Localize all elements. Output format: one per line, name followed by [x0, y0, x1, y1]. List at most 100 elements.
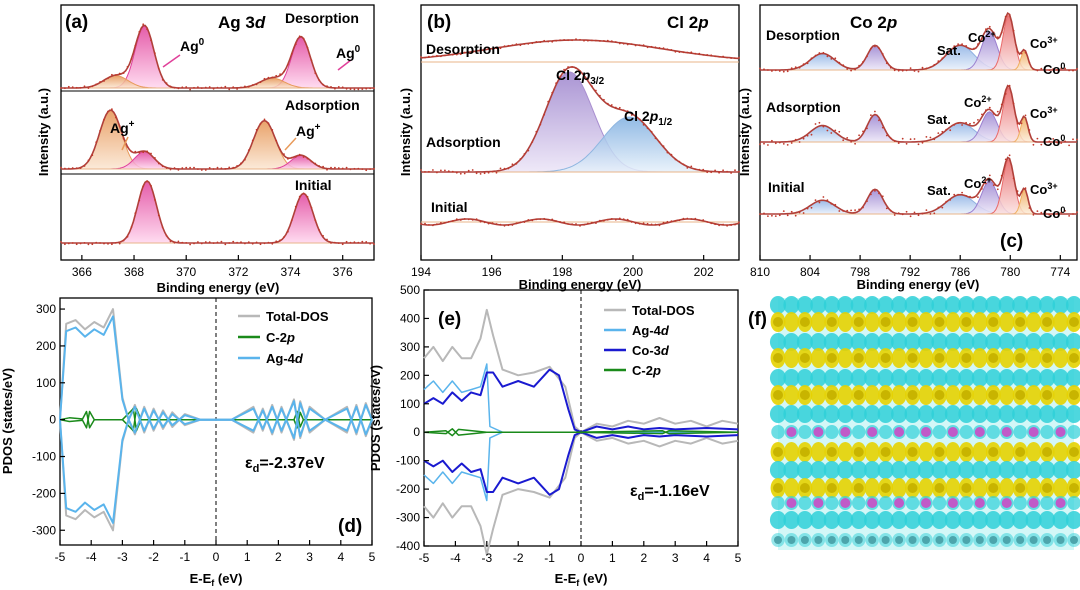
raw-data-point: [814, 199, 817, 202]
raw-data-point: [913, 138, 916, 140]
raw-data-point: [794, 138, 797, 141]
raw-data-point: [420, 56, 422, 58]
charge-depletion-lobe: [986, 533, 1000, 547]
raw-data-point: [988, 106, 991, 109]
raw-data-point: [1072, 138, 1074, 141]
raw-data-point: [822, 125, 825, 128]
raw-data-point: [606, 102, 609, 105]
raw-data-point: [909, 138, 912, 141]
charge-depletion-lobe: [1039, 405, 1056, 423]
raw-data-point: [603, 219, 605, 222]
raw-data-point: [1052, 68, 1055, 70]
x-ticks: -5 -4 -3 -2 -1 0 1 2 3 4 5: [419, 541, 742, 565]
raw-data-point: [567, 39, 569, 42]
charge-depletion-lobe: [958, 511, 975, 529]
raw-data-point: [866, 55, 868, 58]
raw-data-point: [204, 169, 207, 171]
raw-data-point: [79, 86, 82, 89]
raw-data-point: [251, 242, 254, 245]
raw-data-point: [599, 94, 601, 97]
raw-data-point: [973, 121, 975, 124]
raw-data-point: [802, 212, 805, 214]
raw-data-point: [973, 47, 975, 50]
charge-depletion-lobe: [878, 425, 893, 439]
y-tick-label: -200: [396, 482, 420, 496]
raw-data-point: [1008, 13, 1011, 16]
x-tick-label: 804: [800, 265, 820, 279]
charge-depletion-lobe: [971, 369, 988, 387]
raw-data-point: [830, 202, 833, 205]
raw-data-point: [579, 70, 581, 72]
raw-data-point: [1040, 143, 1043, 146]
raw-data-point: [996, 188, 999, 191]
raw-data-point: [424, 56, 426, 59]
raw-data-point: [575, 67, 577, 69]
raw-data-point: [658, 224, 661, 227]
raw-data-point: [778, 141, 781, 144]
raw-data-point: [830, 132, 833, 134]
raw-data-point: [459, 172, 462, 175]
raw-data-point: [858, 134, 860, 137]
raw-data-point: [444, 54, 446, 57]
charge-accumulation-lobe: [891, 442, 907, 462]
raw-data-point: [294, 156, 297, 158]
x-tick-label: -3: [481, 551, 492, 565]
d-band-center: εd=-1.16eV: [630, 483, 710, 503]
charge-accumulation-lobe: [918, 442, 934, 462]
atom: [840, 498, 851, 508]
raw-data-point: [905, 69, 908, 72]
raw-data-point: [314, 219, 317, 222]
raw-data-point: [111, 108, 113, 111]
raw-data-point: [60, 166, 62, 169]
raw-data-point: [463, 218, 466, 220]
x-tick-label: 4: [703, 551, 710, 565]
raw-data-point: [531, 219, 534, 222]
raw-data-point: [822, 51, 825, 54]
charge-depletion-lobe: [1025, 296, 1042, 314]
raw-data-point: [495, 223, 498, 225]
charge-depletion-lobe: [810, 296, 827, 314]
raw-data-point: [263, 118, 266, 121]
raw-data-point: [267, 122, 270, 125]
raw-data-point: [1008, 84, 1011, 87]
legend-label: Ag-4d: [266, 351, 304, 366]
raw-data-point: [240, 162, 242, 165]
raw-data-point: [678, 219, 681, 222]
charge-depletion-lobe: [769, 405, 787, 423]
row-label: Adsorption: [285, 97, 360, 113]
raw-data-point: [126, 66, 129, 68]
charge-accumulation-lobe: [945, 312, 961, 332]
charge-depletion-lobe: [837, 461, 854, 479]
raw-data-point: [921, 141, 924, 144]
charge-depletion-lobe: [1039, 333, 1056, 351]
raw-data-point: [571, 39, 573, 42]
raw-data-points: [60, 23, 375, 91]
raw-data-point: [444, 222, 446, 224]
charge-accumulation-lobe: [972, 442, 988, 462]
raw-data-point: [933, 138, 936, 141]
raw-data-point: [515, 162, 518, 165]
charge-depletion-lobe: [986, 496, 1000, 510]
charge-depletion-lobe: [771, 425, 785, 439]
charge-depletion-lobe: [932, 496, 947, 510]
raw-data-point: [444, 169, 446, 172]
raw-data-point: [428, 224, 430, 226]
charge-depletion-lobe: [932, 533, 947, 547]
panel-tag: (d): [338, 516, 362, 537]
charge-depletion-lobe: [971, 296, 988, 314]
raw-data-point: [674, 50, 677, 53]
raw-data-point: [1052, 213, 1055, 216]
raw-data-point: [107, 243, 109, 245]
raw-data-point: [511, 163, 514, 166]
raw-data-point: [337, 167, 340, 169]
raw-data-point: [535, 130, 538, 133]
raw-data-point: [341, 243, 344, 246]
raw-data-point: [630, 221, 633, 223]
panel-a: 366 368 370 372 374 376 (a) Ag 3d Desorption …: [36, 4, 375, 295]
charge-accumulation-lobe: [1026, 442, 1042, 462]
raw-data-point: [111, 243, 113, 246]
y-ticks: 300 200 100 0 -100 -200 -300: [32, 302, 65, 537]
raw-data-point: [953, 193, 956, 196]
panel-c: 810 804 798 792 786 780 774 Co 2p Desorption A…: [737, 4, 1078, 292]
